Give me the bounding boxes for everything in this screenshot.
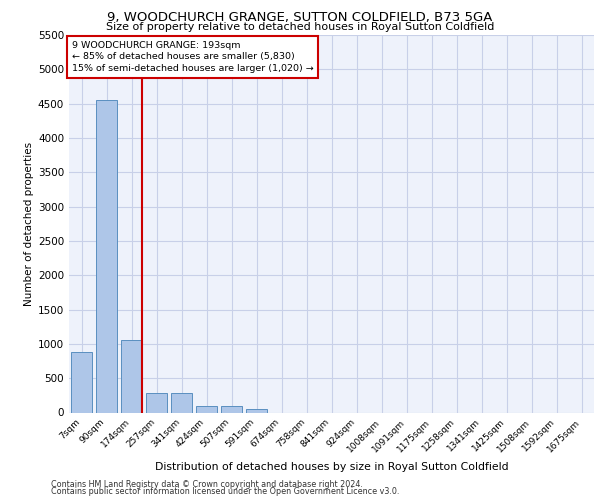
Y-axis label: Number of detached properties: Number of detached properties [24,142,34,306]
Text: Size of property relative to detached houses in Royal Sutton Coldfield: Size of property relative to detached ho… [106,22,494,32]
Text: 9, WOODCHURCH GRANGE, SUTTON COLDFIELD, B73 5GA: 9, WOODCHURCH GRANGE, SUTTON COLDFIELD, … [107,12,493,24]
X-axis label: Distribution of detached houses by size in Royal Sutton Coldfield: Distribution of detached houses by size … [155,462,508,472]
Text: Contains HM Land Registry data © Crown copyright and database right 2024.: Contains HM Land Registry data © Crown c… [51,480,363,489]
Bar [121,340,142,412]
Text: Contains public sector information licensed under the Open Government Licence v3: Contains public sector information licen… [51,487,400,496]
Bar [146,392,167,412]
Bar [221,406,242,412]
Bar [71,352,92,412]
Bar [246,408,267,412]
Text: 9 WOODCHURCH GRANGE: 193sqm
← 85% of detached houses are smaller (5,830)
15% of : 9 WOODCHURCH GRANGE: 193sqm ← 85% of det… [71,40,313,74]
Bar [196,406,217,412]
Bar [96,100,117,412]
Bar [171,392,192,412]
